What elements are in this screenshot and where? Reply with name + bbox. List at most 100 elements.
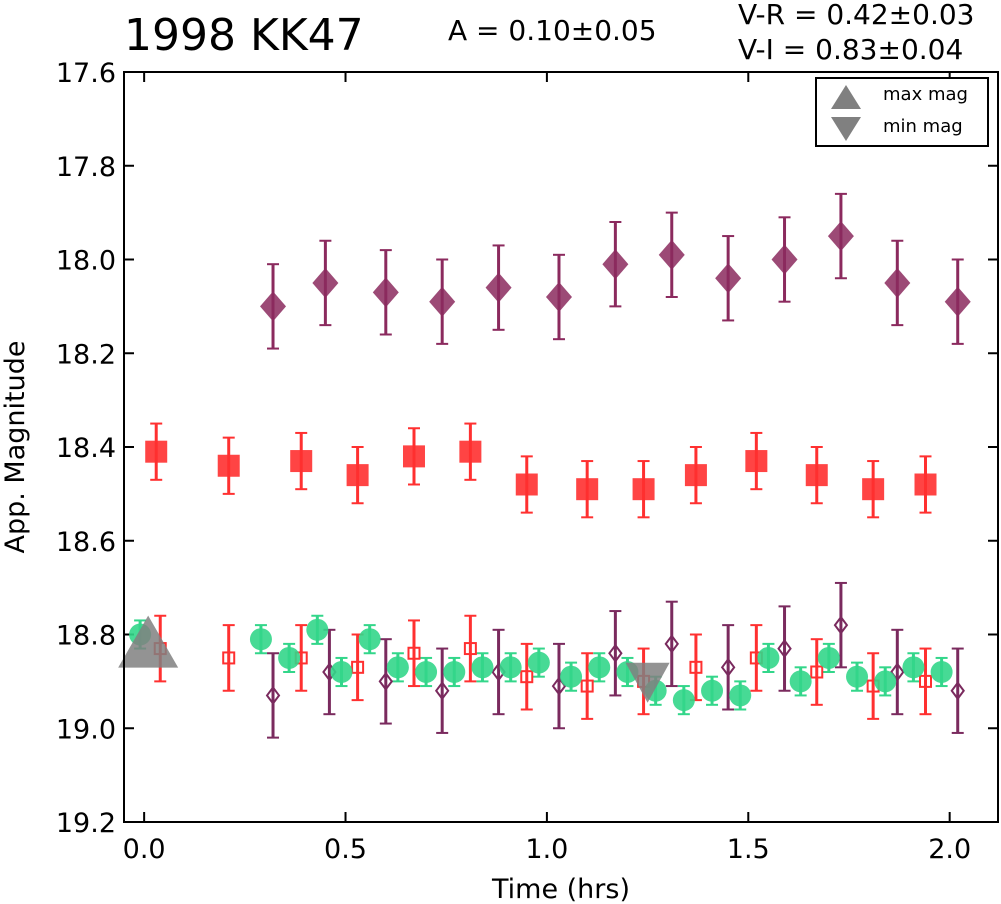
data-point-open-square <box>919 674 933 688</box>
data-point-square <box>459 440 482 463</box>
y-axis-label: App. Magnitude <box>0 341 31 554</box>
data-point-open-diamond <box>777 638 792 659</box>
data-point-circle <box>560 665 583 688</box>
x-tick-label: 0.5 <box>324 834 367 865</box>
data-point-open-square <box>407 646 421 660</box>
y-tick-label: 19.2 <box>56 808 116 839</box>
data-point-circle <box>789 670 812 693</box>
y-tick-label: 18.6 <box>56 527 116 558</box>
data-point-circle <box>278 646 301 669</box>
data-point-square <box>290 450 313 473</box>
data-point-open-diamond <box>890 662 905 682</box>
data-point-diamond <box>260 291 287 322</box>
v-i-annotation: V-I = 0.83±0.04 <box>738 33 964 66</box>
data-point-circle <box>330 661 353 683</box>
data-point-circle <box>874 670 897 693</box>
data-point-square <box>914 473 937 496</box>
data-point-square <box>745 450 768 473</box>
data-point-circle <box>499 656 522 679</box>
data-point-square <box>145 440 168 463</box>
data-marks <box>118 192 971 739</box>
data-point-square <box>632 478 655 501</box>
data-point-open-diamond <box>265 685 281 706</box>
min-mag-marker <box>625 662 670 703</box>
legend-label-max-mag: max mag <box>883 84 968 105</box>
data-point-open-square <box>810 665 824 679</box>
data-point-square <box>346 464 369 487</box>
data-point-square <box>684 464 707 487</box>
data-point-circle <box>588 656 611 679</box>
y-axis-ticks: 17.6 17.8 18.0 18.2 18.4 18.6 18.8 19.0 19.2 <box>56 58 998 839</box>
data-point-diamond <box>884 267 911 298</box>
x-tick-label: 1.5 <box>727 834 770 865</box>
y-tick-label: 18.8 <box>56 621 116 652</box>
y-tick-label: 18.4 <box>56 433 116 464</box>
data-point-square <box>217 454 240 477</box>
amplitude-annotation: A = 0.10±0.05 <box>448 14 657 47</box>
data-point-open-square <box>222 651 236 665</box>
chart-title: 1998 KK47 <box>124 10 364 61</box>
data-point-diamond <box>827 221 854 252</box>
data-point-circle <box>527 651 550 674</box>
legend-label-min-mag: min mag <box>883 116 963 137</box>
max-mag-marker <box>118 615 179 668</box>
data-point-circle <box>386 656 409 679</box>
data-point-diamond <box>715 263 742 294</box>
data-point-circle <box>930 661 953 683</box>
data-point-square <box>805 464 828 487</box>
data-point-square <box>576 478 599 501</box>
data-point-circle <box>415 661 438 683</box>
data-point-circle <box>846 665 869 688</box>
data-point-diamond <box>429 286 456 317</box>
triangle-down-icon <box>831 117 861 141</box>
data-point-circle <box>817 646 840 669</box>
data-point-circle <box>757 646 780 669</box>
data-point-diamond <box>658 239 685 270</box>
y-tick-label: 17.8 <box>56 152 116 183</box>
legend: max mag min mag <box>815 77 989 147</box>
data-point-circle <box>358 628 381 651</box>
x-axis-label: Time (hrs) <box>491 874 630 904</box>
data-point-open-diamond <box>664 634 680 654</box>
data-point-diamond <box>312 267 339 298</box>
legend-entry-max-mag: max mag <box>817 81 987 111</box>
x-tick-label: 1.0 <box>525 834 568 865</box>
data-point-diamond <box>372 277 399 308</box>
data-point-circle <box>249 628 272 651</box>
data-point-square <box>515 473 538 496</box>
data-point-open-diamond <box>950 681 965 701</box>
data-point-circle <box>729 684 752 707</box>
data-point-diamond <box>602 249 629 280</box>
data-point-open-square <box>351 660 365 674</box>
x-axis-ticks: 0.0 0.5 1.0 1.5 2.0 <box>123 72 971 865</box>
data-point-square <box>862 478 885 501</box>
data-point-open-square <box>520 670 534 684</box>
data-point-diamond <box>545 282 572 312</box>
y-tick-label: 19.0 <box>56 714 116 745</box>
data-point-open-square <box>689 660 703 674</box>
data-point-open-square <box>463 642 477 656</box>
data-point-open-diamond <box>833 615 849 635</box>
data-point-open-diamond <box>378 671 394 692</box>
x-tick-label: 2.0 <box>928 834 971 865</box>
data-point-open-square <box>580 679 594 693</box>
legend-entry-min-mag: min mag <box>817 113 987 143</box>
data-point-circle <box>471 656 494 679</box>
v-r-annotation: V-R = 0.42±0.03 <box>738 0 975 31</box>
plot-frame <box>123 71 999 823</box>
data-point-square <box>402 445 425 468</box>
data-point-circle <box>902 656 925 679</box>
data-point-circle <box>701 679 724 702</box>
x-tick-label: 0.0 <box>123 834 166 865</box>
data-point-open-diamond <box>608 643 623 663</box>
data-point-diamond <box>944 286 971 317</box>
y-tick-label: 18.2 <box>56 339 116 370</box>
data-point-diamond <box>771 244 798 275</box>
data-point-circle <box>443 661 466 683</box>
y-tick-label: 18.0 <box>56 246 116 277</box>
data-point-circle <box>672 689 695 712</box>
data-point-diamond <box>485 272 512 303</box>
data-point-circle <box>306 618 329 641</box>
data-point-open-diamond <box>720 657 736 677</box>
